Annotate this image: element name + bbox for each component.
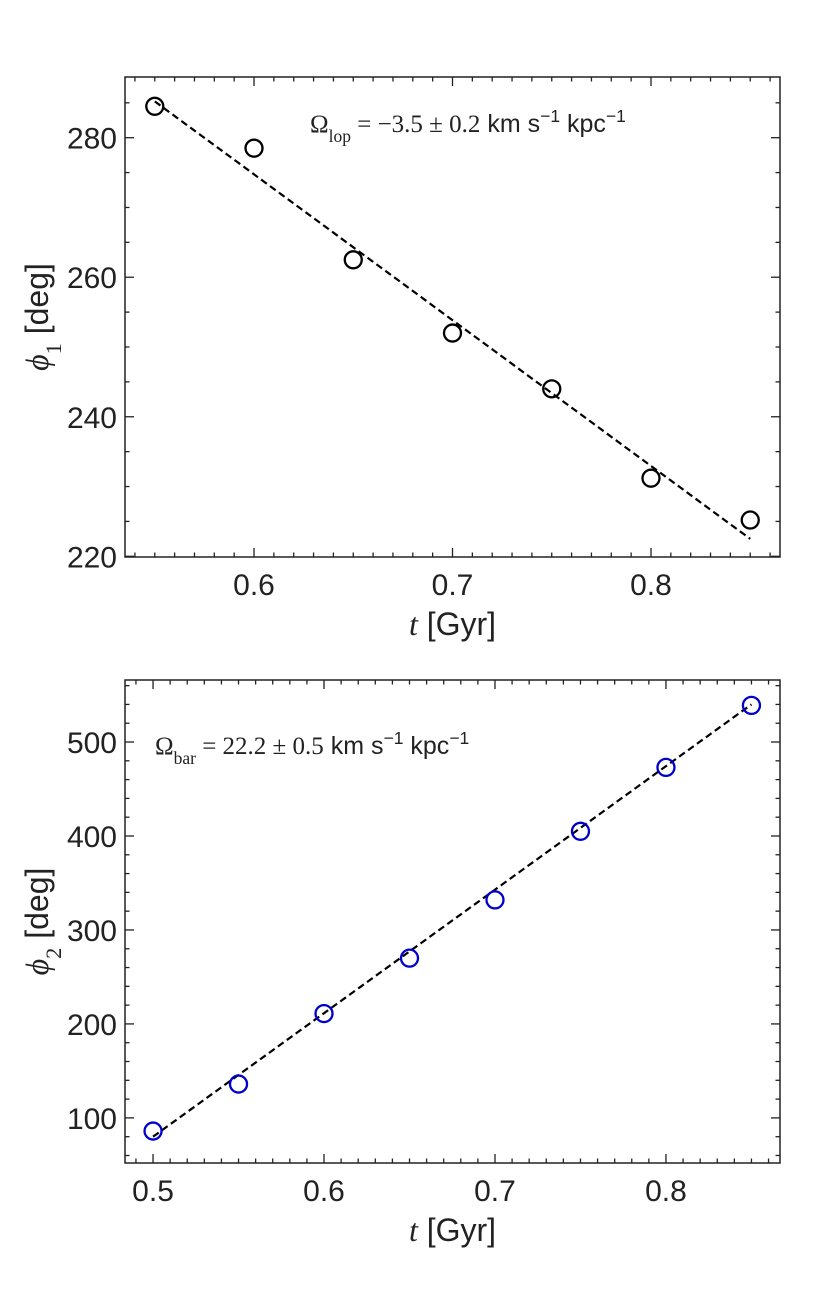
x-tick-label: 0.6 <box>303 1175 345 1208</box>
plot-frame <box>124 76 781 558</box>
x-tick-label: 0.7 <box>474 1175 516 1208</box>
fit-line <box>152 703 753 1138</box>
data-point <box>641 468 661 488</box>
y-tick-label: 100 <box>67 1103 117 1136</box>
data-point <box>399 948 420 968</box>
y-axis-label: ϕ2 [deg] <box>19 868 66 976</box>
y-tick-label: 220 <box>67 541 117 574</box>
annotation: Ωlop = −3.5 ± 0.2 km s−1 kpc−1 <box>310 106 626 146</box>
y-tick-label: 400 <box>67 821 117 854</box>
label-part: t <box>409 606 419 642</box>
annotation: Ωbar = 22.2 ± 0.5 km s−1 kpc−1 <box>155 728 469 768</box>
plot-frame <box>124 679 781 1164</box>
data-point <box>442 323 463 343</box>
y-tick-label: 240 <box>67 402 117 435</box>
label-part: kpc <box>560 110 606 138</box>
data-point <box>314 1003 334 1024</box>
x-tick-label: 0.8 <box>645 1175 687 1208</box>
label-part: ϕ <box>19 959 55 976</box>
label-part: [Gyr] <box>418 606 496 642</box>
data-point <box>570 821 591 841</box>
label-part: lop <box>329 126 352 146</box>
data-point <box>343 250 363 270</box>
label-part: = −3.5 ± 0.2 <box>351 111 480 138</box>
label-part: [Gyr] <box>418 1212 496 1248</box>
label-part: km s <box>324 732 384 760</box>
data-point <box>228 1074 249 1094</box>
y-tick-label: 200 <box>67 1009 117 1042</box>
x-tick-label: 0.8 <box>630 569 672 602</box>
label-part: t <box>409 1212 419 1248</box>
x-axis-label: t [Gyr] <box>409 1212 496 1248</box>
label-part: −1 <box>384 728 404 748</box>
data-point <box>143 1121 163 1141</box>
y-tick-label: 280 <box>67 123 117 156</box>
label-part: [deg] <box>19 263 55 343</box>
label-part: bar <box>174 748 197 768</box>
y-tick-label: 260 <box>67 262 117 295</box>
y-axis-label: ϕ1 [deg] <box>19 263 66 371</box>
label-part: Ω <box>155 733 174 760</box>
fit-line <box>154 100 751 540</box>
y-tick-label: 500 <box>67 727 117 760</box>
data-point <box>741 695 762 716</box>
label-part: ϕ <box>19 354 55 371</box>
data-point <box>244 138 264 158</box>
data-point <box>740 510 760 530</box>
x-tick-label: 0.7 <box>432 569 474 602</box>
x-tick-label: 0.6 <box>233 569 275 602</box>
data-point <box>656 757 676 778</box>
label-part: 2 <box>41 948 66 959</box>
x-tick-label: 0.5 <box>132 1175 174 1208</box>
label-part: −1 <box>540 106 560 126</box>
y-tick-label: 300 <box>67 915 117 948</box>
label-part: −1 <box>606 106 626 126</box>
data-point <box>485 890 505 910</box>
data-point <box>542 379 562 399</box>
label-part: −1 <box>449 728 469 748</box>
label-part: kpc <box>403 732 449 760</box>
x-axis-label: t [Gyr] <box>409 606 496 642</box>
label-part: [deg] <box>19 868 55 948</box>
label-part: km s <box>480 110 540 138</box>
label-part: Ω <box>310 111 329 138</box>
data-point <box>145 96 165 116</box>
label-part: 1 <box>41 343 66 354</box>
label-part: = 22.2 ± 0.5 <box>196 733 324 760</box>
